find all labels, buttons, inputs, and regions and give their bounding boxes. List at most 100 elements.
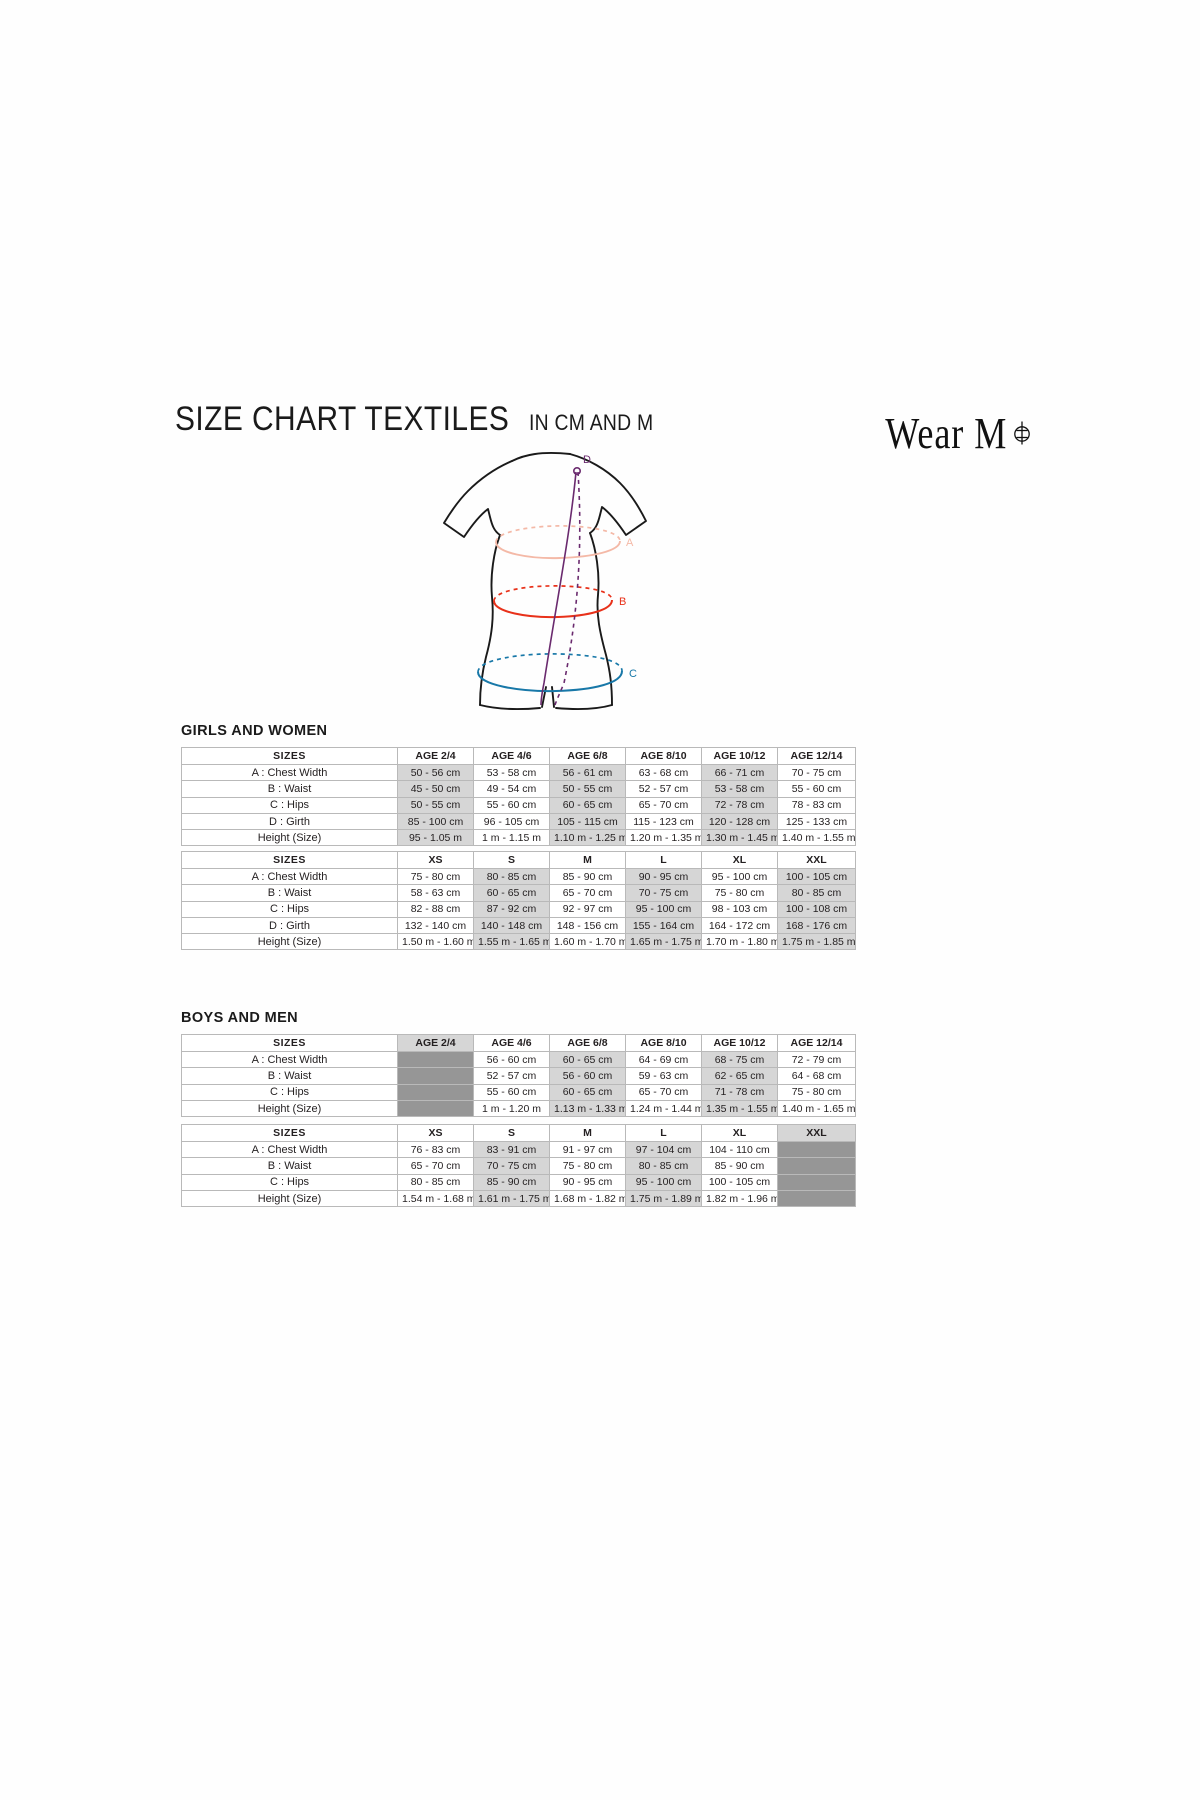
section-heading-boys-and-men: BOYS AND MEN: [181, 1010, 299, 1026]
column-header-age-12-14: AGE 12/14: [777, 747, 856, 765]
cell-value: 83 - 91 cm: [473, 1140, 550, 1159]
cell-value: 55 - 60 cm: [777, 780, 856, 798]
column-header-age-10-12: AGE 10/12: [701, 747, 778, 765]
cell-unavailable: [397, 1099, 474, 1118]
cell-value: 60 - 65 cm: [549, 796, 626, 814]
column-header-age-4-6: AGE 4/6: [473, 747, 550, 765]
cell-value: 98 - 103 cm: [701, 900, 778, 918]
row-label-height-size: Height (Size): [181, 1099, 398, 1118]
brand-logo: Wear M: [882, 409, 1036, 459]
row-label-b-waist: B : Waist: [181, 884, 398, 902]
column-header-age-2-4: AGE 2/4: [397, 747, 474, 765]
row-label-a-chest-width: A : Chest Width: [181, 1140, 398, 1159]
column-header-l: L: [625, 1124, 702, 1142]
cell-value: 1.24 m - 1.44 m: [625, 1099, 702, 1118]
title-block: SIZE CHART TEXTILES IN CM AND M: [175, 400, 670, 439]
table-row: B : Waist 45 - 50 cm 49 - 54 cm 50 - 55 cm 5…: [181, 780, 856, 798]
table-row: A : Chest Width 76 - 83 cm 83 - 91 cm 91 - …: [181, 1140, 856, 1159]
table-row: B : Waist 58 - 63 cm 60 - 65 cm 65 - 70 cm 7…: [181, 884, 856, 902]
cell-value: 1.75 m - 1.89 m: [625, 1189, 702, 1208]
table-row: C : Hips 82 - 88 cm 87 - 92 cm 92 - 97 cm 95…: [181, 900, 856, 918]
cell-value: 80 - 85 cm: [397, 1173, 474, 1191]
cell-value: 91 - 97 cm: [549, 1140, 626, 1159]
cell-value: 60 - 65 cm: [549, 1083, 626, 1101]
row-label-c-hips: C : Hips: [181, 900, 398, 918]
table-row: A : Chest Width 75 - 80 cm 80 - 85 cm 85 - …: [181, 867, 856, 886]
cell-unavailable: [777, 1140, 856, 1159]
cell-value: 100 - 105 cm: [777, 867, 856, 886]
column-header-s: S: [473, 1124, 550, 1142]
table-girls-age: SIZES AGE 2/4 AGE 4/6 AGE 6/8 AGE 8/10 AGE 10…: [181, 747, 856, 847]
cell-value: 168 - 176 cm: [777, 916, 856, 935]
cell-value: 65 - 70 cm: [397, 1157, 474, 1175]
column-header-age-10-12: AGE 10/12: [701, 1034, 778, 1052]
column-header-m: M: [549, 1124, 626, 1142]
column-header-xxl: XXL: [777, 851, 856, 869]
cell-value: 53 - 58 cm: [473, 763, 550, 782]
cell-value: 71 - 78 cm: [701, 1083, 778, 1101]
row-label-b-waist: B : Waist: [181, 1157, 398, 1175]
table-boys-age: SIZES AGE 2/4 AGE 4/6 AGE 6/8 AGE 8/10 AGE 10…: [181, 1034, 856, 1118]
hips-measure-ellipse: [477, 653, 623, 693]
cell-value: 115 - 123 cm: [625, 812, 702, 831]
cell-value: 65 - 70 cm: [625, 1083, 702, 1101]
row-label-height-size: Height (Size): [181, 829, 398, 847]
row-label-c-hips: C : Hips: [181, 796, 398, 814]
cell-unavailable: [397, 1067, 474, 1085]
wear-moi-o-symbol-icon: [1009, 420, 1035, 446]
cell-value: 1.68 m - 1.82 m: [549, 1189, 626, 1208]
cell-value: 68 - 75 cm: [701, 1050, 778, 1069]
cell-value: 65 - 70 cm: [549, 884, 626, 902]
cell-value: 90 - 95 cm: [625, 867, 702, 886]
brand-logo-text: Wear M: [884, 409, 1007, 459]
column-header-age-6-8: AGE 6/8: [549, 747, 626, 765]
table-row: Height (Size) 1 m - 1.20 m 1.13 m - 1.33 m…: [181, 1099, 856, 1118]
column-header-xs: XS: [397, 851, 474, 869]
cell-value: 50 - 55 cm: [549, 780, 626, 798]
cell-value: 75 - 80 cm: [549, 1157, 626, 1175]
cell-value: 75 - 80 cm: [777, 1083, 856, 1101]
table-row: D : Girth 132 - 140 cm 140 - 148 cm 148 - 1…: [181, 916, 856, 935]
column-header-age-8-10: AGE 8/10: [625, 747, 702, 765]
body-measurement-diagram: A B C D: [420, 425, 740, 715]
table-row: B : Waist 65 - 70 cm 70 - 75 cm 75 - 80 cm 8…: [181, 1157, 856, 1175]
cell-value: 1.35 m - 1.55 m: [701, 1099, 778, 1118]
cell-value: 85 - 90 cm: [549, 867, 626, 886]
cell-value: 1.40 m - 1.65 m: [777, 1099, 856, 1118]
table-row: C : Hips 50 - 55 cm 55 - 60 cm 60 - 65 cm 65…: [181, 796, 856, 814]
table-row: D : Girth 85 - 100 cm 96 - 105 cm 105 - 115…: [181, 812, 856, 831]
cell-value: 58 - 63 cm: [397, 884, 474, 902]
cell-value: 1.82 m - 1.96 m: [701, 1189, 778, 1208]
cell-value: 52 - 57 cm: [625, 780, 702, 798]
cell-value: 1.30 m - 1.45 m: [701, 829, 778, 847]
cell-value: 80 - 85 cm: [473, 867, 550, 886]
column-header-age-12-14: AGE 12/14: [777, 1034, 856, 1052]
cell-value: 1.20 m - 1.35 m: [625, 829, 702, 847]
cell-value: 95 - 1.05 m: [397, 829, 474, 847]
cell-unavailable: [397, 1083, 474, 1101]
cell-value: 60 - 65 cm: [473, 884, 550, 902]
cell-value: 85 - 90 cm: [701, 1157, 778, 1175]
column-header-age-2-4: AGE 2/4: [397, 1034, 474, 1052]
diagram-label-c: C: [629, 668, 637, 680]
cell-value: 100 - 108 cm: [777, 900, 856, 918]
cell-value: 95 - 100 cm: [701, 867, 778, 886]
row-label-a-chest-width: A : Chest Width: [181, 763, 398, 782]
cell-value: 1.60 m - 1.70 m: [549, 933, 626, 951]
table-header-row: SIZES XS S M L XL XXL: [181, 851, 856, 869]
row-label-d-girth: D : Girth: [181, 916, 398, 935]
row-label-a-chest-width: A : Chest Width: [181, 867, 398, 886]
cell-value: 55 - 60 cm: [473, 796, 550, 814]
cell-value: 72 - 79 cm: [777, 1050, 856, 1069]
cell-value: 164 - 172 cm: [701, 916, 778, 935]
cell-value: 45 - 50 cm: [397, 780, 474, 798]
table-header-row: SIZES AGE 2/4 AGE 4/6 AGE 6/8 AGE 8/10 AGE 10…: [181, 1034, 856, 1052]
cell-value: 132 - 140 cm: [397, 916, 474, 935]
cell-value: 70 - 75 cm: [473, 1157, 550, 1175]
cell-value: 155 - 164 cm: [625, 916, 702, 935]
cell-value: 80 - 85 cm: [625, 1157, 702, 1175]
table-row: Height (Size) 1.54 m - 1.68 m 1.61 m - 1.7…: [181, 1189, 856, 1208]
cell-value: 1.55 m - 1.65 m: [473, 933, 550, 951]
waist-measure-ellipse: [493, 585, 613, 619]
